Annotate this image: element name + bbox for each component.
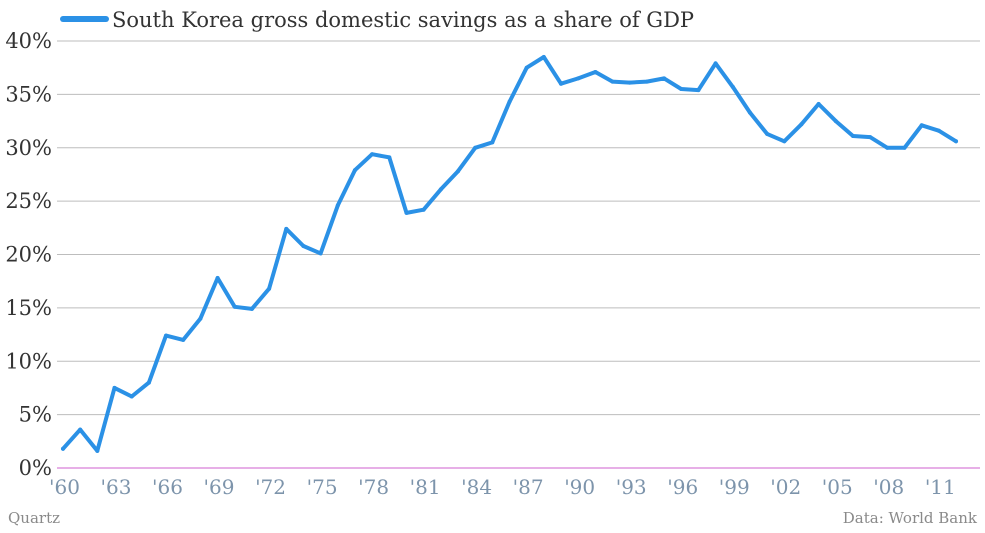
data-point [490,140,495,145]
x-tick-label: '81 [410,475,441,499]
data-point [421,207,426,212]
data-point [644,79,649,84]
y-tick-label: 35% [5,82,52,106]
data-point [284,226,289,231]
data-point [473,145,478,150]
x-tick-label: '63 [101,475,132,499]
data-credit: Data: World Bank [842,509,977,527]
x-tick-label: '78 [358,475,389,499]
x-tick-label: '90 [564,475,595,499]
y-tick-label: 10% [5,349,52,373]
x-tick-label: '69 [204,475,235,499]
y-tick-label: 25% [5,189,52,213]
data-point [799,122,804,127]
source-credit: Quartz [8,509,61,527]
y-tick-label: 5% [19,403,52,427]
data-point [181,337,186,342]
x-tick-label: '96 [667,475,698,499]
data-point [559,81,563,86]
x-tick-label: '72 [255,475,286,499]
data-point [507,99,512,104]
x-tick-label: '02 [770,475,801,499]
y-tick-label: 15% [5,296,52,320]
data-point [301,244,306,248]
data-point [404,210,409,215]
data-point [713,61,718,66]
series-line [61,55,958,453]
y-tick-label: 30% [5,136,52,160]
data-point [249,306,254,311]
x-tick-label: '08 [873,475,904,499]
x-tick-label: '93 [616,475,647,499]
data-point [541,55,546,59]
data-point [679,87,684,91]
data-point [164,333,168,338]
data-point [524,65,529,70]
x-tick-label: '87 [513,475,544,499]
data-point [387,155,392,160]
data-point [593,70,598,74]
data-point [954,139,958,144]
data-point [816,102,821,106]
y-tick-label: 40% [5,29,52,53]
data-point [215,276,220,280]
y-axis-ticks: 0% 5% 10% 15% 20% 25% 30% 35% 40% [5,29,52,480]
data-point [198,316,203,321]
data-point [576,76,581,81]
x-tick-label: '11 [925,475,956,499]
x-tick-label: '60 [49,475,80,499]
x-axis-ticks: '60 '63 '66 '69 '72 '75 '78 '81 '84 '87 '90 '93 '96 '… [49,475,956,499]
legend: South Korea gross domestic savings as a … [60,8,694,32]
data-point [919,123,924,128]
x-tick-label: '75 [307,475,338,499]
data-point [765,131,770,136]
y-tick-label: 0% [19,456,52,480]
x-tick-label: '99 [719,475,750,499]
x-tick-label: '05 [822,475,853,499]
data-point [730,84,735,89]
data-point [129,394,134,399]
data-point [782,139,787,144]
x-tick-label: '84 [461,475,492,499]
data-point [112,385,117,390]
data-point [833,119,838,124]
data-point [146,380,151,385]
data-point [370,152,375,157]
data-point [61,446,65,451]
data-point [851,134,855,138]
data-point [885,145,890,150]
data-point [627,80,632,85]
data-point [456,169,460,174]
data-point [267,286,272,291]
data-point [78,427,83,432]
data-point [232,304,237,309]
data-point [747,110,752,115]
data-point [318,251,323,256]
data-point [335,203,340,208]
x-tick-label: '66 [152,475,183,499]
legend-label: South Korea gross domestic savings as a … [112,8,694,32]
data-point [352,168,357,173]
data-point [610,79,615,84]
grid-lines [57,40,980,469]
data-point [95,448,100,453]
data-point [868,135,873,140]
data-point [696,88,701,93]
data-point [902,145,907,150]
data-point [662,76,667,81]
y-tick-label: 20% [5,243,52,267]
data-point [438,187,443,192]
series-layer [61,55,958,453]
data-point [936,128,941,133]
